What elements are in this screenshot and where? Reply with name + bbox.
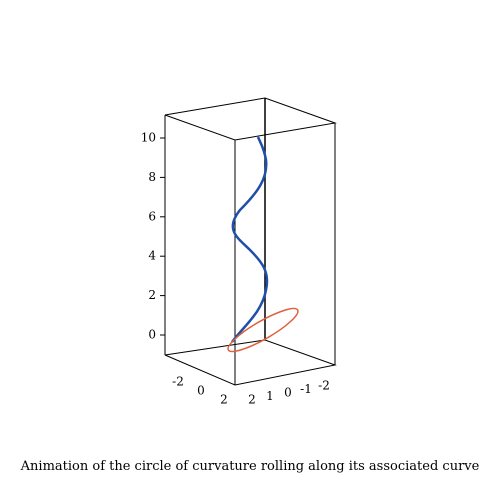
curvature-circle — [227, 307, 299, 353]
x-tick-label: 0 — [197, 384, 205, 398]
y-tick-label: 2 — [248, 393, 256, 407]
z-tick-label: 10 — [141, 131, 156, 145]
z-tick-label: 0 — [148, 328, 156, 342]
x-tick-label: -2 — [172, 375, 184, 389]
z-tick-label: 6 — [148, 209, 156, 223]
z-tick-label: 8 — [148, 170, 156, 184]
space-curve — [231, 136, 269, 343]
caption: Animation of the circle of curvature rol… — [20, 459, 480, 474]
y-tick-label: 0 — [284, 386, 292, 400]
z-tick-label: 4 — [148, 249, 156, 263]
x-tick-label: 2 — [220, 393, 228, 407]
y-tick-label: 1 — [266, 389, 274, 403]
y-tick-label: -1 — [300, 382, 312, 396]
y-tick-label: -2 — [318, 379, 330, 393]
z-tick-label: 2 — [148, 288, 156, 302]
bounding-box — [164, 97, 337, 386]
